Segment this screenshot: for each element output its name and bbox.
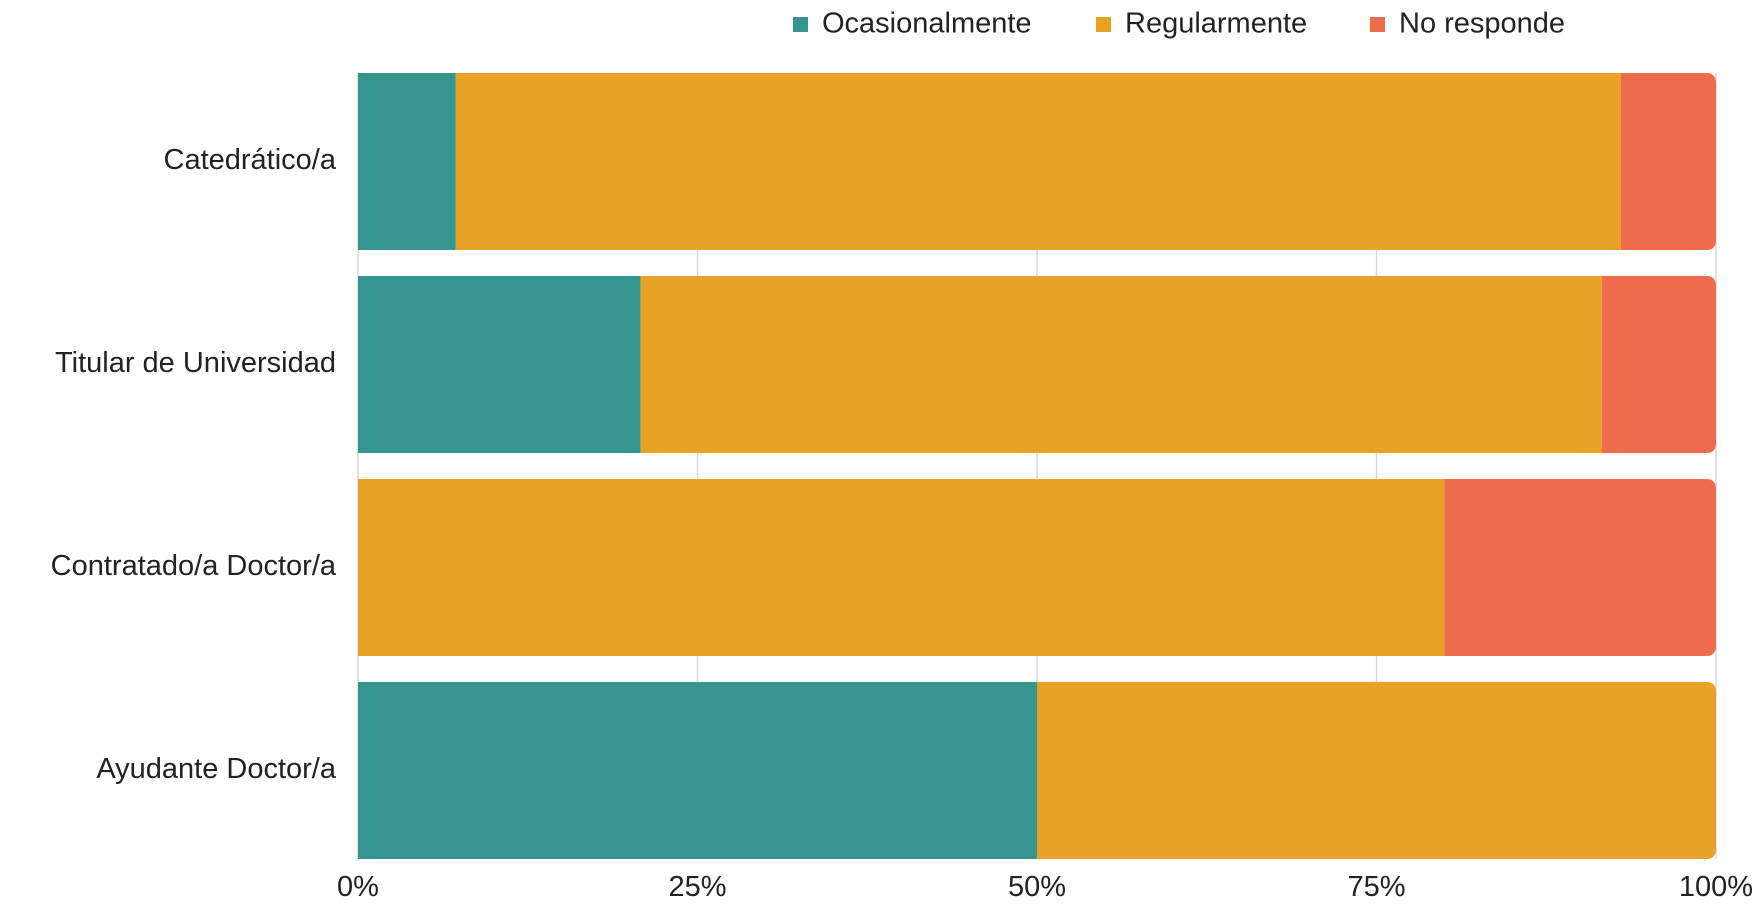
x-tick-label: 50% [1008,871,1066,903]
bar-segment-no-responde-2 [1444,479,1716,656]
bar-segment-regularmente-3 [1037,682,1716,859]
bar-segment-ocasionalmente-0 [358,73,456,250]
bars [358,73,1716,859]
legend-swatch-no-responde [1370,17,1385,32]
x-axis-ticks: 0% 25% 50% 75% 100% [337,871,1753,903]
category-label: Contratado/a Doctor/a [51,550,337,582]
x-tick-label: 0% [337,871,379,903]
x-tick-label: 100% [1679,871,1753,903]
category-label: Titular de Universidad [55,347,336,379]
legend: Ocasionalmente Regularmente No responde [793,8,1565,40]
bar-segment-ocasionalmente-3 [358,682,1037,859]
legend-label-regularmente: Regularmente [1125,8,1307,40]
bar-segment-regularmente-1 [640,276,1602,453]
legend-swatch-ocasionalmente [793,17,808,32]
category-labels: Catedrático/a Titular de Universidad Contr… [51,144,337,785]
category-label: Catedrático/a [164,144,337,176]
legend-label-no-responde: No responde [1399,8,1565,40]
bar-segment-no-responde-1 [1601,276,1716,453]
legend-swatch-regularmente [1096,17,1111,32]
bar-segment-regularmente-2 [358,479,1445,656]
category-label: Ayudante Doctor/a [96,753,337,785]
bar-segment-ocasionalmente-1 [358,276,641,453]
bar-segment-no-responde-0 [1620,73,1716,250]
x-tick-label: 25% [668,871,726,903]
x-tick-label: 75% [1347,871,1405,903]
legend-label-ocasionalmente: Ocasionalmente [822,8,1032,40]
bar-segment-regularmente-0 [455,73,1621,250]
